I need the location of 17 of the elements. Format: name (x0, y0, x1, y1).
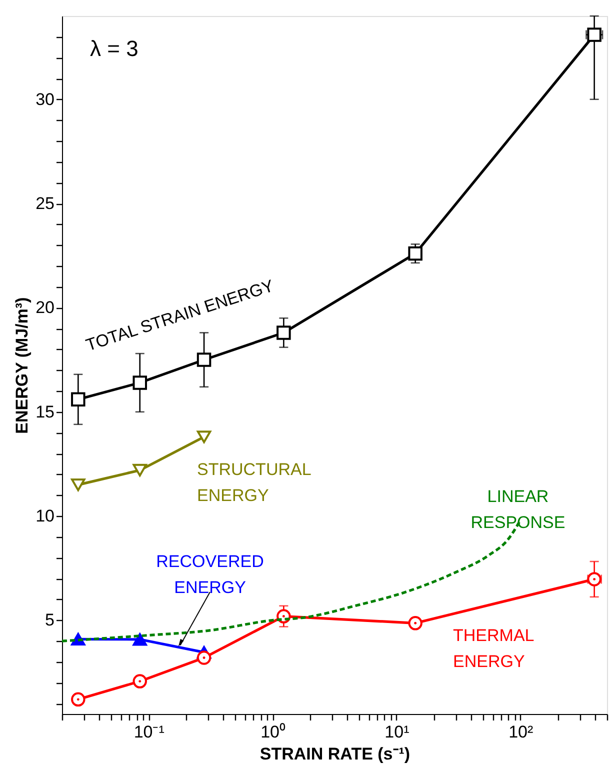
y-tick-label: 10 (36, 506, 54, 526)
y-tick-label: 20 (36, 298, 54, 318)
y-tick-label: 5 (45, 610, 54, 630)
x-tick-label: 10⁻¹ (134, 722, 165, 742)
x-axis-title: STRAIN RATE (s⁻¹) (260, 744, 410, 764)
x-tick-label: 10¹ (384, 722, 410, 742)
x-tick-label: 10² (508, 722, 534, 742)
annotation: THERMAL ENERGY (453, 626, 534, 671)
annotation: STRUCTURAL ENERGY (197, 460, 312, 505)
y-axis-title: ENERGY (MJ/m³) (12, 297, 32, 434)
annotation: λ = 3 (90, 36, 138, 61)
y-tick-label: 25 (36, 194, 54, 214)
y-tick-label: 30 (36, 90, 54, 109)
y-tick-label: 15 (36, 402, 54, 422)
annotation: LINEAR RESPONSE (470, 487, 566, 532)
annotation: RECOVERED ENERGY (156, 552, 264, 597)
x-tick-label: 10⁰ (260, 722, 286, 742)
